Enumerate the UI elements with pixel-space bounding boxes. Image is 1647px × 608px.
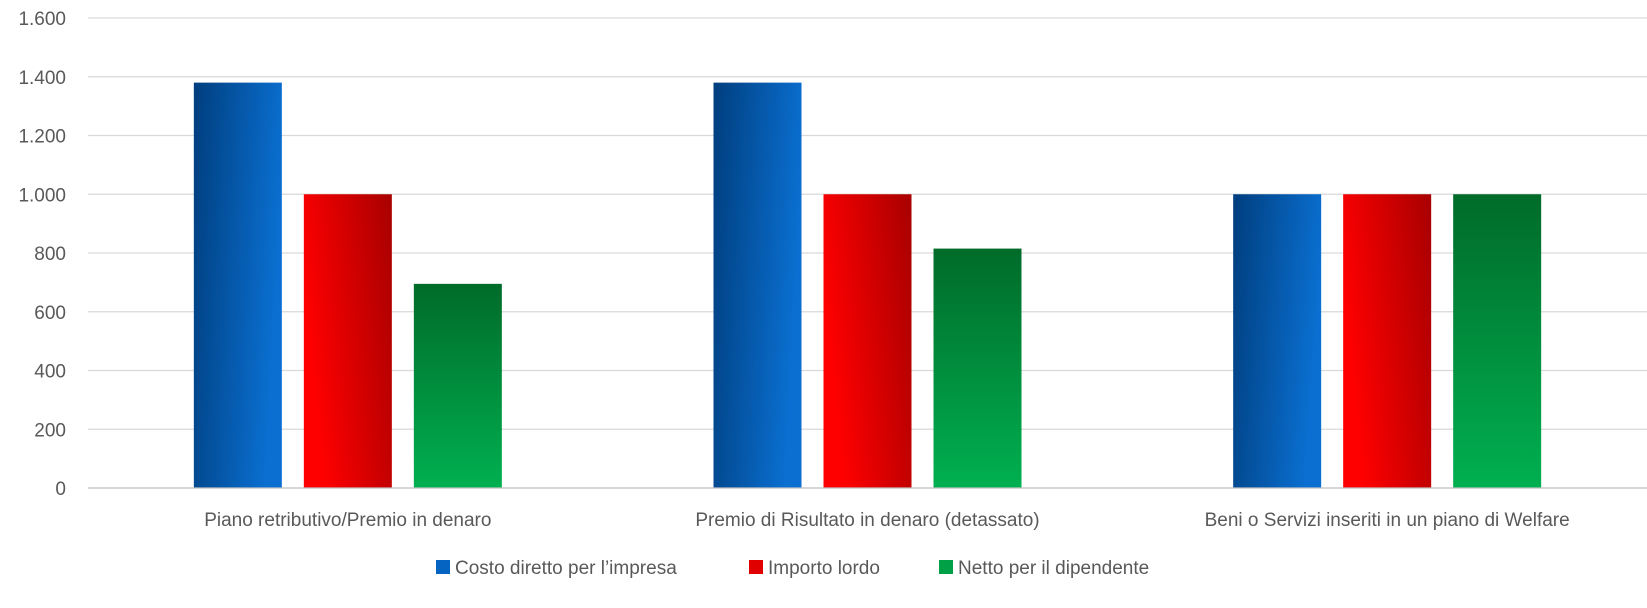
bar	[1453, 194, 1542, 488]
legend-swatch	[939, 560, 953, 574]
legend-label: Netto per il dipendente	[958, 558, 1149, 579]
bar	[303, 194, 392, 488]
x-category-label: Premio di Risultato in denaro (detassato…	[695, 510, 1039, 531]
bar	[1343, 194, 1432, 488]
bar	[193, 82, 282, 488]
bar	[823, 194, 912, 488]
y-tick-label: 800	[34, 244, 66, 265]
y-tick-label: 400	[34, 362, 66, 383]
legend: Costo diretto per l’impresa Importo lordo…	[436, 558, 1149, 579]
x-category-label: Beni o Servizi inseriti in un piano di W…	[1205, 510, 1570, 531]
bars	[193, 82, 1542, 488]
y-tick-label: 1.000	[18, 185, 66, 206]
legend-swatch	[436, 560, 450, 574]
x-axis-categories: Piano retributivo/Premio in denaro Premio…	[204, 510, 1569, 531]
legend-label: Costo diretto per l’impresa	[455, 558, 677, 579]
y-tick-label: 200	[34, 420, 66, 441]
legend-swatch	[749, 560, 763, 574]
y-tick-label: 600	[34, 303, 66, 324]
y-tick-label: 1.200	[18, 127, 66, 148]
y-tick-label: 1.600	[18, 9, 66, 30]
y-tick-label: 1.400	[18, 68, 66, 89]
y-axis-ticks: 0 200 400 600 800 1.000 1.200 1.400 1.600	[18, 9, 66, 500]
bar	[933, 248, 1022, 488]
x-category-label: Piano retributivo/Premio in denaro	[204, 510, 491, 531]
bar	[713, 82, 802, 488]
bar	[413, 283, 502, 488]
legend-label: Importo lordo	[768, 558, 880, 579]
y-tick-label: 0	[55, 479, 66, 500]
bar	[1233, 194, 1322, 488]
